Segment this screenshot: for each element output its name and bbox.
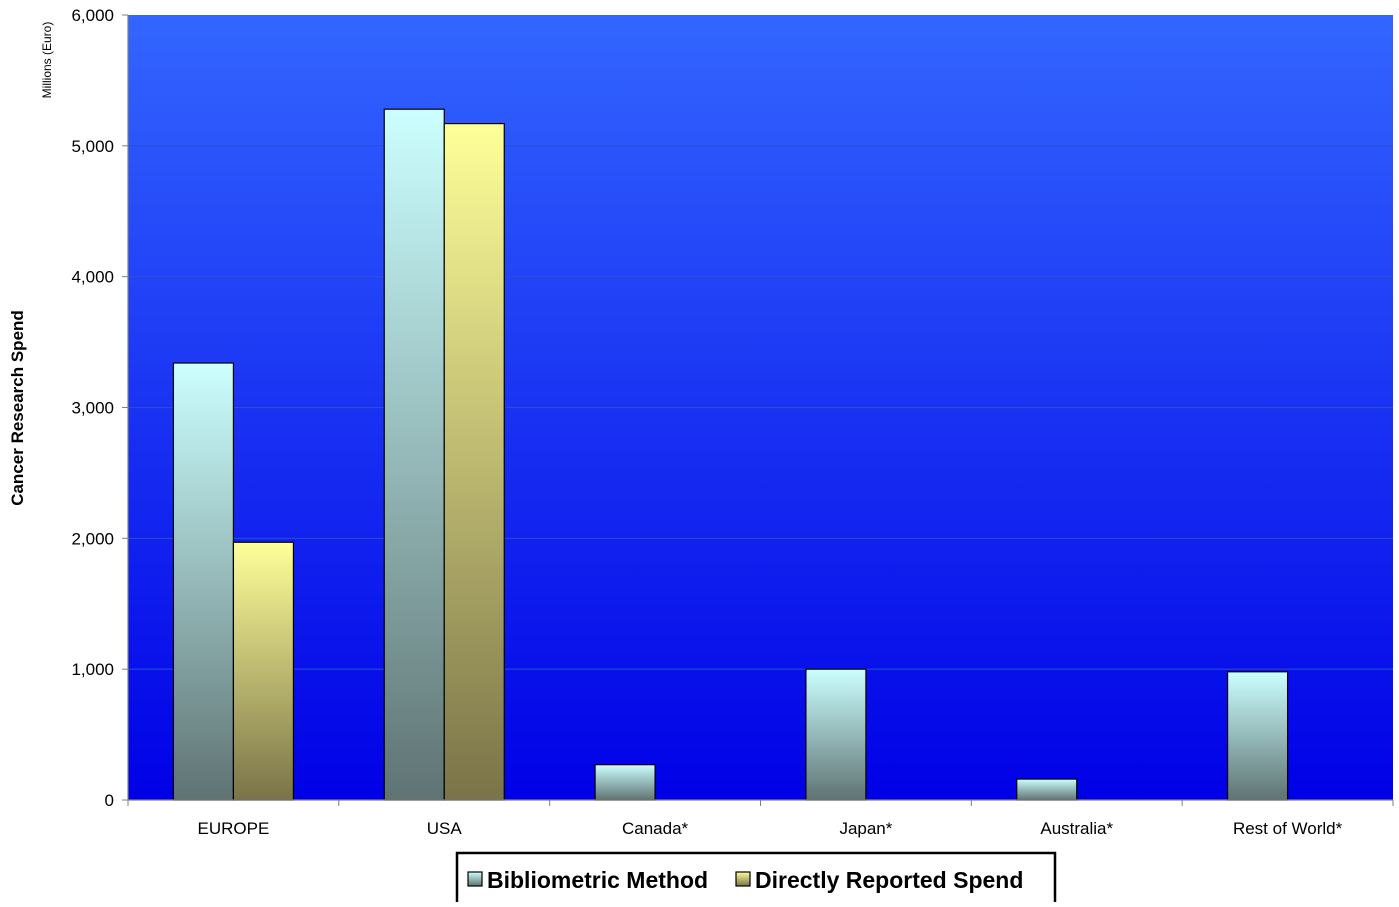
x-tick-label: USA bbox=[427, 819, 463, 838]
axes bbox=[122, 14, 1394, 806]
x-tick-label: Japan* bbox=[839, 819, 892, 838]
y-tick-label: 1,000 bbox=[71, 660, 114, 679]
y-axis-unit-label: Millions (Euro) bbox=[40, 22, 54, 99]
gridlines bbox=[128, 145, 1393, 670]
legend: Bibliometric Method Directly Reported Sp… bbox=[455, 851, 1057, 907]
bar-bibliometric-5 bbox=[1226, 671, 1289, 801]
y-tick-labels: 0 1,000 2,000 3,000 4,000 5,000 6,000 bbox=[71, 6, 114, 810]
bar-bibliometric-2 bbox=[594, 764, 656, 801]
y-tick-label: 2,000 bbox=[71, 529, 114, 548]
x-tick-label: Canada* bbox=[622, 819, 689, 838]
bar-bibliometric-3 bbox=[805, 668, 867, 801]
y-tick-label: 4,000 bbox=[71, 268, 114, 287]
legend-box bbox=[455, 851, 1057, 907]
bars bbox=[172, 108, 1289, 801]
bar-bibliometric-0 bbox=[172, 362, 235, 801]
legend-swatch-directly-reported bbox=[735, 871, 751, 887]
bar-bibliometric-1 bbox=[383, 108, 445, 801]
x-tick-label: EUROPE bbox=[198, 819, 270, 838]
y-tick-label: 5,000 bbox=[71, 137, 114, 156]
legend-label-directly-reported: Directly Reported Spend bbox=[755, 867, 1023, 893]
bar-bibliometric-4 bbox=[1016, 778, 1078, 801]
legend-swatch-bibliometric bbox=[467, 871, 483, 887]
y-tick-label: 0 bbox=[105, 791, 114, 810]
x-tick-label: Rest of World* bbox=[1233, 819, 1343, 838]
bar-directly-reported-1 bbox=[443, 122, 505, 801]
y-axis-label: Cancer Research Spend bbox=[8, 310, 27, 506]
legend-label-bibliometric: Bibliometric Method bbox=[487, 867, 708, 893]
bar-directly-reported-0 bbox=[232, 541, 295, 801]
x-tick-label: Australia* bbox=[1040, 819, 1113, 838]
y-tick-label: 6,000 bbox=[71, 6, 114, 25]
y-tick-label: 3,000 bbox=[71, 399, 114, 418]
x-tick-labels: EUROPE USA Canada* Japan* Australia* Rest of … bbox=[198, 819, 1343, 838]
